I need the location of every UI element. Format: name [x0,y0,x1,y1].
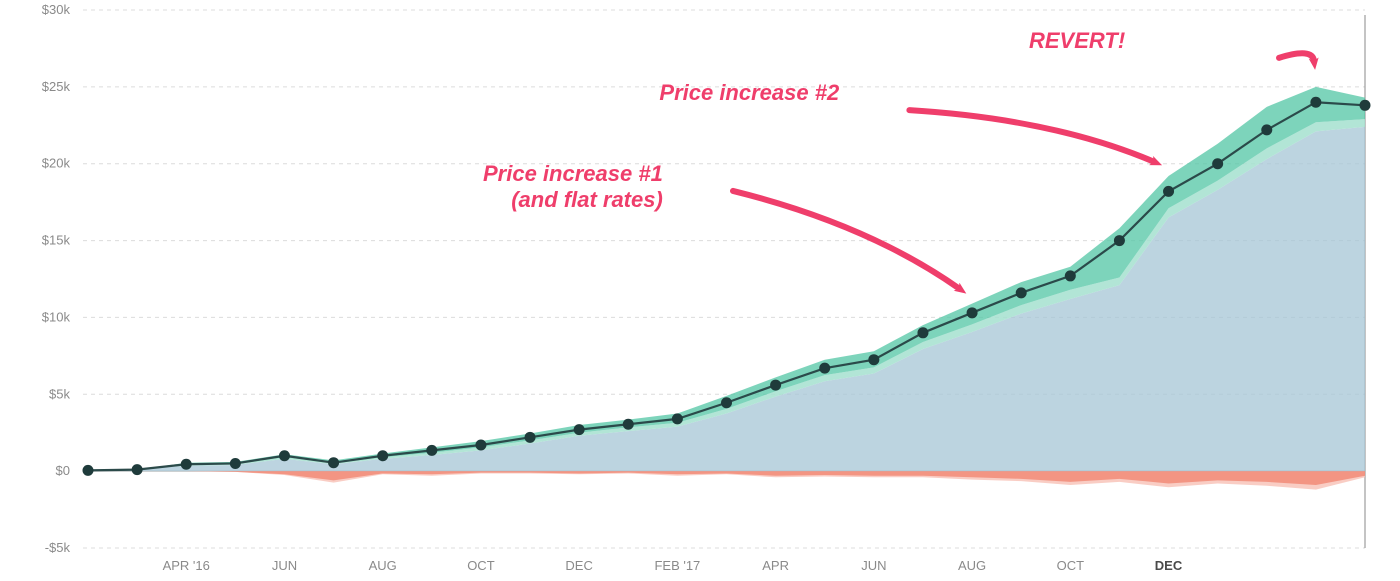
svg-text:OCT: OCT [1057,558,1085,573]
svg-text:JUN: JUN [272,558,297,573]
svg-text:$5k: $5k [49,386,70,401]
annotation-line: Price increase #1 [483,161,663,186]
annotation-line: Price increase #2 [659,80,839,105]
svg-text:-$5k: -$5k [45,540,71,555]
svg-text:JUN: JUN [861,558,886,573]
mrr-chart: -$5k $0 $5k $10k $15k $20k $25k $30k APR '16 JUN A… [0,0,1400,581]
svg-text:OCT: OCT [467,558,495,573]
svg-text:$15k: $15k [42,233,71,248]
svg-text:DEC: DEC [1155,558,1183,573]
annotation-line: (and flat rates) [511,187,663,212]
svg-text:APR '16: APR '16 [163,558,210,573]
svg-text:APR: APR [762,558,789,573]
svg-text:DEC: DEC [565,558,592,573]
svg-text:AUG: AUG [958,558,986,573]
svg-text:$20k: $20k [42,156,71,171]
svg-text:FEB '17: FEB '17 [654,558,700,573]
annotation-revert: REVERT! [1029,28,1125,54]
svg-text:$25k: $25k [42,79,71,94]
svg-text:AUG: AUG [369,558,397,573]
svg-text:$30k: $30k [42,2,71,17]
svg-text:$10k: $10k [42,309,71,324]
svg-text:$0: $0 [56,463,70,478]
annotation-price-increase-2: Price increase #2 [659,80,839,106]
annotation-line: REVERT! [1029,28,1125,53]
annotation-price-increase-1: Price increase #1 (and flat rates) [483,161,663,214]
